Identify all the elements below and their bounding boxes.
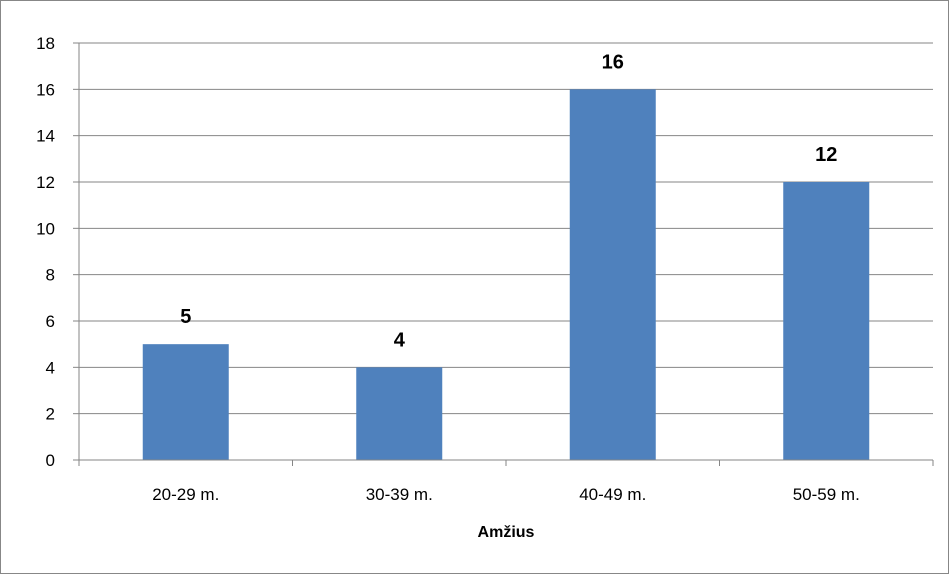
bar bbox=[569, 89, 656, 460]
data-label: 4 bbox=[394, 329, 406, 351]
bars bbox=[142, 89, 870, 460]
y-tick-labels: 0 2 4 6 8 10 12 14 16 18 bbox=[36, 34, 55, 470]
bar bbox=[142, 344, 229, 460]
y-tick-label: 16 bbox=[36, 80, 55, 99]
x-tick-label: 40-49 m. bbox=[579, 485, 646, 504]
y-tick-label: 12 bbox=[36, 173, 55, 192]
y-tick-label: 6 bbox=[46, 312, 55, 331]
x-tick-label: 20-29 m. bbox=[152, 485, 219, 504]
axes bbox=[73, 42, 934, 466]
bar bbox=[783, 182, 870, 460]
y-tick-label: 10 bbox=[36, 219, 55, 238]
data-label: 5 bbox=[180, 306, 191, 328]
y-tick-label: 0 bbox=[46, 451, 55, 470]
bar bbox=[356, 367, 443, 460]
x-axis-title: Amžius bbox=[478, 524, 535, 541]
x-tick-label: 50-59 m. bbox=[793, 485, 860, 504]
x-tick-label: 30-39 m. bbox=[366, 485, 433, 504]
y-tick-label: 14 bbox=[36, 127, 55, 146]
y-tick-label: 8 bbox=[46, 266, 55, 285]
y-tick-label: 4 bbox=[46, 358, 55, 377]
data-label: 16 bbox=[602, 51, 624, 73]
x-tick-labels: 20-29 m. 30-39 m. 40-49 m. 50-59 m. bbox=[152, 485, 860, 504]
data-labels: 5 4 16 12 bbox=[180, 51, 837, 351]
y-tick-label: 2 bbox=[46, 405, 55, 424]
y-tick-label: 18 bbox=[36, 34, 55, 53]
data-label: 12 bbox=[815, 144, 837, 166]
